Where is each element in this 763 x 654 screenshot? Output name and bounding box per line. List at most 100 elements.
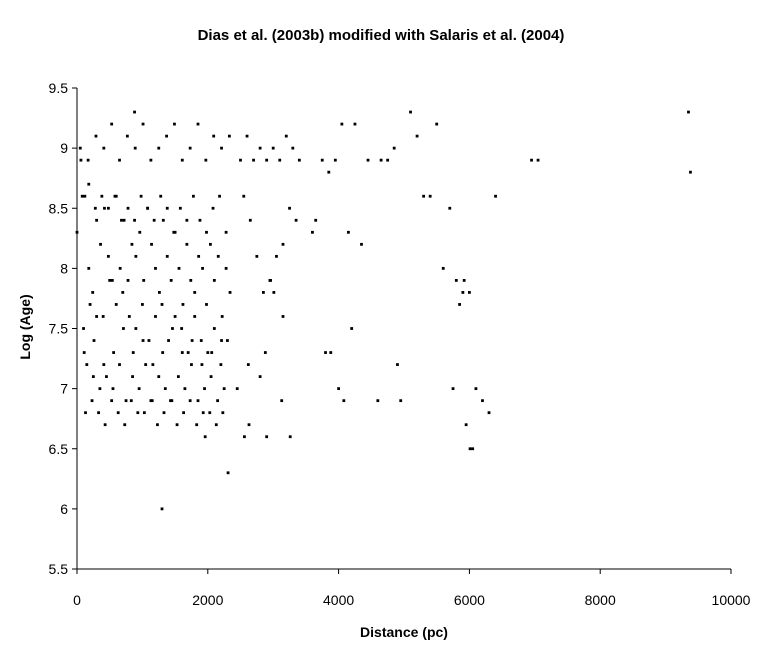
data-point <box>169 279 173 282</box>
data-point <box>278 158 282 162</box>
data-point <box>247 423 251 427</box>
data-point <box>201 411 205 415</box>
data-point <box>197 254 201 258</box>
data-point <box>220 315 224 318</box>
data-point <box>171 327 174 330</box>
data-point <box>468 447 472 451</box>
data-point <box>149 399 153 403</box>
data-point <box>226 339 229 342</box>
x-tick-label: 0 <box>73 592 81 608</box>
x-axis-title: Distance (pc) <box>360 624 448 640</box>
data-point <box>265 158 269 162</box>
data-point <box>144 363 148 366</box>
data-point <box>106 206 110 210</box>
data-point <box>193 291 197 294</box>
data-point <box>154 315 157 318</box>
data-point <box>222 387 226 391</box>
data-point <box>280 399 284 403</box>
data-point <box>97 411 100 415</box>
data-point <box>121 291 125 294</box>
data-point <box>216 254 220 258</box>
data-point <box>366 158 370 162</box>
data-point <box>133 110 136 114</box>
data-point <box>218 194 221 198</box>
data-point <box>386 158 390 162</box>
data-point <box>333 158 337 162</box>
data-point <box>165 134 168 138</box>
data-point <box>494 194 497 198</box>
data-point <box>129 399 133 403</box>
data-point <box>435 122 439 126</box>
data-point <box>481 399 484 403</box>
data-point <box>102 146 106 150</box>
data-point <box>246 363 250 366</box>
data-point <box>141 339 145 342</box>
data-point <box>159 194 163 198</box>
data-point <box>239 158 242 162</box>
data-point <box>126 206 130 210</box>
y-tick-label: 9 <box>60 140 68 156</box>
x-tick-label: 10000 <box>712 592 751 608</box>
data-point <box>353 122 357 126</box>
data-point <box>196 122 200 126</box>
data-point <box>327 170 331 174</box>
data-point <box>199 339 203 342</box>
data-point <box>180 327 184 330</box>
data-point <box>422 194 426 198</box>
data-point <box>288 435 292 439</box>
data-point <box>205 230 208 234</box>
data-point <box>146 206 150 210</box>
data-point <box>214 423 218 427</box>
data-point <box>188 399 192 403</box>
data-point <box>212 327 216 330</box>
data-point <box>112 351 116 354</box>
data-point <box>271 146 275 150</box>
data-point <box>487 411 491 415</box>
data-point <box>110 122 114 126</box>
data-point <box>127 315 131 318</box>
data-point <box>114 303 118 306</box>
data-point <box>93 206 97 210</box>
data-point <box>216 399 220 403</box>
data-point <box>88 303 92 306</box>
y-tick-label: 5.5 <box>49 561 69 577</box>
data-point <box>160 507 164 511</box>
data-point <box>474 387 478 391</box>
data-point <box>288 206 291 210</box>
data-point <box>142 279 146 282</box>
data-point <box>139 194 143 198</box>
data-point <box>180 351 184 354</box>
data-point <box>536 158 540 162</box>
data-point <box>226 471 230 475</box>
data-point <box>78 146 82 150</box>
data-points <box>75 110 692 511</box>
data-point <box>154 266 157 270</box>
data-point <box>118 363 121 366</box>
data-point <box>180 158 184 162</box>
data-point <box>181 303 185 306</box>
data-point <box>141 122 145 126</box>
data-point <box>255 254 259 258</box>
data-point <box>399 399 403 403</box>
data-point <box>138 230 142 234</box>
data-point <box>79 158 83 162</box>
y-tick-label: 6.5 <box>49 441 69 457</box>
data-point <box>195 423 199 427</box>
data-point <box>291 146 295 150</box>
data-point <box>220 146 223 150</box>
data-point <box>95 218 99 222</box>
data-point <box>461 291 465 294</box>
data-point <box>209 242 212 246</box>
data-point <box>337 387 340 391</box>
data-point <box>235 387 239 391</box>
data-point <box>342 399 346 403</box>
data-point <box>196 399 200 403</box>
data-point <box>243 435 246 439</box>
data-point <box>150 242 153 246</box>
data-point <box>130 242 134 246</box>
data-point <box>122 218 126 222</box>
data-point <box>210 351 214 354</box>
data-point <box>340 122 344 126</box>
data-point <box>158 291 161 294</box>
data-point <box>161 351 165 354</box>
